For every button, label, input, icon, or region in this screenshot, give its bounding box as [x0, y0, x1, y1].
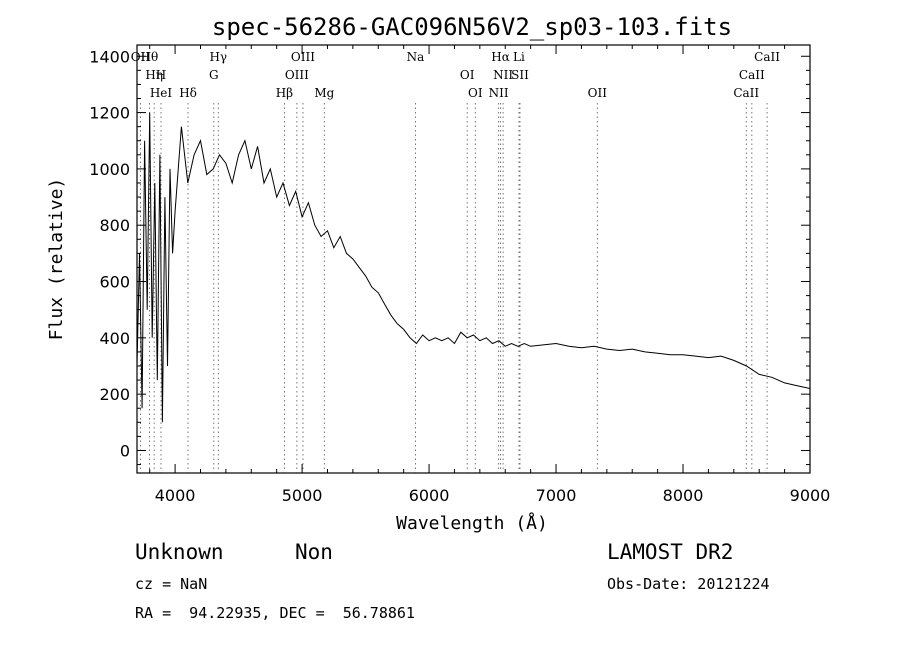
x-axis-label: Wavelength (Å) — [396, 512, 548, 534]
plot-frame — [136, 44, 811, 474]
marker-label: CaII — [754, 50, 780, 64]
y-axis-label: Flux (relative) — [46, 178, 67, 341]
marker-label: CaII — [733, 86, 759, 100]
marker-label: HeI — [150, 86, 173, 100]
marker-label: H — [156, 68, 166, 82]
x-axis: 4000 5000 6000 7000 8000 9000 — [149, 45, 831, 505]
x-tick-label: 5000 — [282, 486, 323, 505]
marker-label: Hα — [491, 50, 510, 64]
class-label: Unknown — [135, 540, 224, 564]
marker-label: Hθ — [141, 50, 159, 64]
y-tick-label: 400 — [99, 329, 130, 348]
x-tick-label: 4000 — [155, 486, 196, 505]
marker-label: NII — [489, 86, 509, 100]
y-tick-label: 0 — [120, 441, 130, 460]
marker-label: Li — [513, 50, 525, 64]
y-tick-label: 200 — [99, 385, 130, 404]
marker-label: OI — [468, 86, 483, 100]
y-tick-label: 1200 — [89, 104, 130, 123]
y-tick-label: 1400 — [89, 47, 130, 66]
y-tick-label: 600 — [99, 273, 130, 292]
survey-label: LAMOST DR2 — [607, 540, 734, 564]
marker-label: Hβ — [276, 86, 293, 100]
marker-label: Hδ — [179, 86, 197, 100]
marker-label: NII — [493, 68, 513, 82]
marker-label: CaII — [739, 68, 765, 82]
coordinates: RA = 94.22935, DEC = 56.78861 — [135, 604, 415, 622]
marker-label: OIII — [285, 68, 309, 82]
y-axis: 0 200 400 600 800 1000 1200 1400 — [89, 47, 810, 466]
y-tick-label: 1000 — [89, 160, 130, 179]
marker-label: OIII — [291, 50, 315, 64]
marker-label: Hη — [145, 68, 163, 82]
marker-label: Mg — [314, 86, 334, 100]
subclass-label: Non — [295, 540, 333, 564]
marker-label: SII — [511, 68, 529, 82]
y-tick-label: 800 — [99, 216, 130, 235]
marker-label: G — [209, 68, 219, 82]
chart-title: spec-56286-GAC096N56V2_sp03-103.fits — [212, 13, 732, 41]
spectrum-line — [136, 112, 811, 423]
x-tick-label: 9000 — [790, 486, 831, 505]
marker-label: Na — [407, 50, 425, 64]
marker-label: OII — [131, 50, 151, 64]
marker-label: OII — [588, 86, 608, 100]
obs-date: Obs-Date: 20121224 — [607, 575, 770, 593]
marker-label: OI — [460, 68, 475, 82]
marker-label: Hγ — [209, 50, 227, 64]
redshift-value: cz = NaN — [135, 575, 208, 593]
x-tick-label: 8000 — [663, 486, 704, 505]
line-markers: Hθ H HeI OII Hη Hδ Hγ G Hβ OIII OIII Mg Na OI OI HαSIIN… — [131, 50, 780, 473]
x-tick-label: 6000 — [409, 486, 450, 505]
x-tick-label: 7000 — [536, 486, 577, 505]
